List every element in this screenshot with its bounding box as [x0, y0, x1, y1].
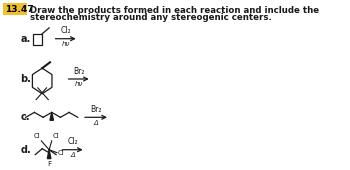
Bar [3, 3, 27, 15]
Text: Br₂: Br₂ [73, 67, 84, 75]
Text: a.: a. [21, 34, 31, 44]
Text: Br₂: Br₂ [90, 105, 102, 114]
Text: F: F [47, 161, 51, 167]
Text: 13.47: 13.47 [5, 5, 34, 14]
Polygon shape [47, 150, 51, 159]
Text: Δ: Δ [70, 152, 75, 158]
Text: Cl: Cl [58, 150, 64, 156]
Text: Cl₂: Cl₂ [60, 26, 71, 35]
Text: Cl₂: Cl₂ [67, 137, 78, 146]
Text: hν: hν [62, 41, 70, 47]
Text: stereochemistry around any stereogenic centers.: stereochemistry around any stereogenic c… [30, 13, 272, 22]
Text: Draw the products formed in each reaction and include the: Draw the products formed in each reactio… [30, 6, 319, 15]
Text: Cl: Cl [34, 133, 41, 139]
Text: Cl: Cl [52, 133, 60, 139]
Polygon shape [50, 112, 54, 120]
Text: c.: c. [21, 112, 30, 122]
Text: b.: b. [21, 74, 32, 84]
Text: hν: hν [75, 81, 83, 87]
Text: Δ: Δ [93, 120, 98, 126]
Text: d.: d. [21, 145, 31, 155]
